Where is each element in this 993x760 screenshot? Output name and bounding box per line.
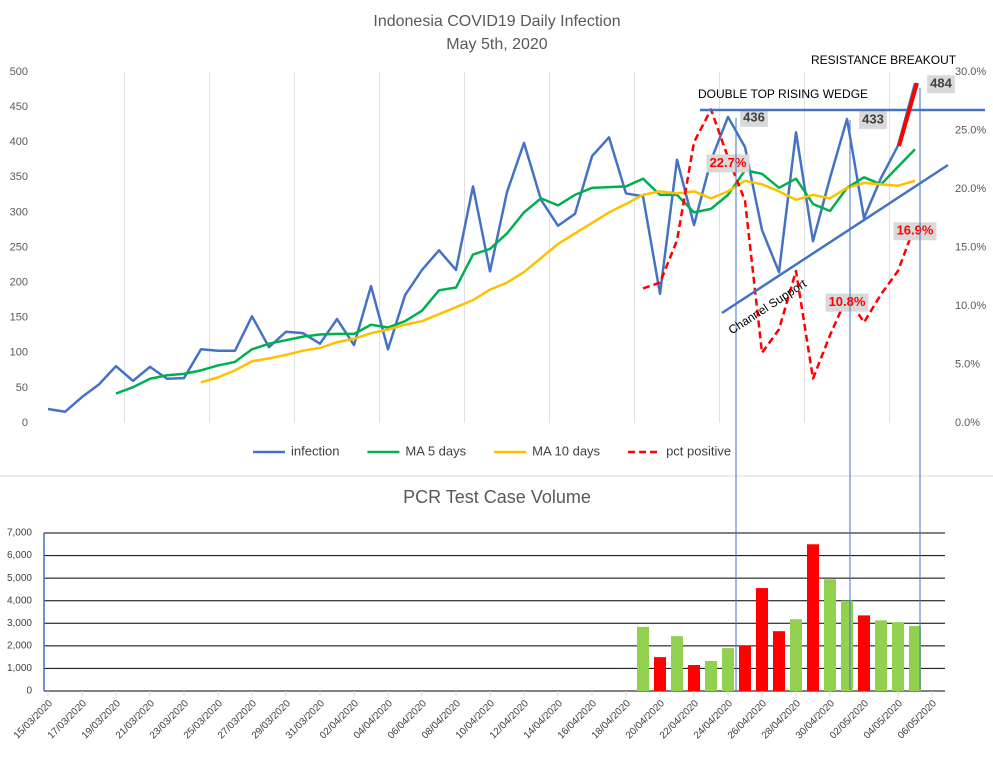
bar: [705, 660, 717, 691]
data-label-bg: [740, 108, 768, 127]
y-tick-label: 1,000: [7, 663, 32, 674]
legend-label: infection: [291, 443, 339, 458]
bar: [739, 645, 751, 691]
bar: [756, 588, 768, 691]
bar: [909, 625, 921, 691]
y2-tick-label: 0.0%: [955, 417, 980, 429]
data-label-bg: [825, 293, 869, 312]
legend-label: MA 5 days: [405, 443, 466, 458]
bar: [875, 620, 887, 691]
y2-tick-label: 20.0%: [955, 183, 986, 195]
y-tick-label: 150: [10, 312, 28, 324]
series-line: [642, 108, 917, 380]
y-tick-label: 100: [10, 347, 28, 359]
channel-support-line: [721, 163, 949, 315]
data-label: 10.8%: [829, 294, 866, 309]
annotation: DOUBLE TOP RISING WEDGE: [698, 87, 868, 101]
bar: [654, 657, 666, 691]
legend-label: MA 10 days: [532, 443, 600, 458]
y-tick-label: 5,000: [7, 573, 32, 584]
y-tick-label: 350: [10, 171, 28, 183]
y-tick-label: 0: [26, 686, 32, 697]
y-tick-label: 7,000: [7, 528, 32, 539]
breakout-line: [897, 82, 919, 147]
y-tick-label: 450: [10, 101, 28, 113]
bar: [892, 622, 904, 691]
bar: [858, 615, 870, 691]
y-tick-label: 50: [16, 382, 28, 394]
y-tick-label: 200: [10, 277, 28, 289]
bar: [790, 619, 802, 691]
data-label: 22.7%: [710, 155, 747, 170]
series-line: [200, 179, 916, 384]
y-tick-label: 6,000: [7, 550, 32, 561]
bar: [722, 648, 734, 691]
y-tick-label: 3,000: [7, 618, 32, 629]
bar: [637, 626, 649, 691]
data-label-bg: [927, 75, 955, 94]
annotation: RESISTANCE BREAKOUT: [811, 53, 957, 67]
y-tick-label: 4,000: [7, 595, 32, 606]
y-tick-label: 300: [10, 206, 28, 218]
data-label: 16.9%: [897, 223, 934, 238]
bar: [841, 600, 853, 691]
y-tick-label: 250: [10, 241, 28, 253]
legend-label: pct positive: [666, 443, 731, 458]
y2-tick-label: 15.0%: [955, 241, 986, 253]
top-plot: 0 50 100 150 200 250 300 350 400 450 500 0.0% 5.0% 10…: [10, 66, 987, 459]
y-tick-label: 500: [10, 66, 28, 78]
bar: [824, 579, 836, 691]
bar: [671, 636, 683, 691]
y-tick-label: 0: [22, 417, 28, 429]
chart-title: PCR Test Case Volume: [403, 487, 591, 507]
series-line: [47, 82, 917, 414]
y2-tick-label: 25.0%: [955, 124, 986, 136]
data-label-bg: [893, 222, 937, 241]
bar: [807, 544, 819, 691]
data-label: 484: [930, 76, 952, 91]
y-tick-label: 400: [10, 136, 28, 148]
y-tick-label: 2,000: [7, 640, 32, 651]
data-label-bg: [706, 154, 750, 173]
chart-title: Indonesia COVID19 Daily Infection: [373, 13, 620, 30]
chart-subtitle: May 5th, 2020: [446, 36, 548, 53]
data-label: 433: [862, 111, 884, 126]
series-line: [115, 148, 916, 395]
y2-tick-label: 5.0%: [955, 358, 980, 370]
annotation-shapes: [700, 82, 985, 690]
y2-tick-label: 10.0%: [955, 300, 986, 312]
bar: [773, 631, 785, 691]
bar: [688, 665, 700, 691]
data-label: 436: [743, 109, 765, 124]
data-label-bg: [859, 111, 887, 130]
y2-tick-label: 30.0%: [955, 66, 986, 78]
